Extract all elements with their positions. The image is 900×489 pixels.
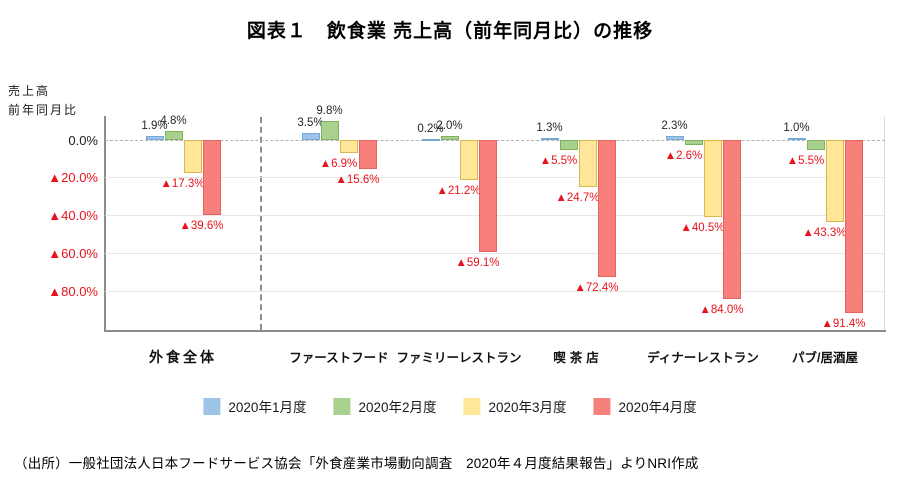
legend-swatch xyxy=(203,397,221,415)
x-axis-line xyxy=(104,330,886,332)
bar xyxy=(597,140,616,277)
legend-label: 2020年1月度 xyxy=(228,400,307,415)
bar xyxy=(684,140,703,145)
bar xyxy=(478,140,497,252)
bar xyxy=(301,133,320,140)
gridline xyxy=(105,252,885,254)
bar xyxy=(540,137,559,140)
legend-item: 2020年1月度 xyxy=(203,396,306,416)
legend-item: 2020年2月度 xyxy=(333,396,437,416)
y-tick-label: ▲60.0% xyxy=(48,245,98,261)
category-separator-line xyxy=(260,117,262,330)
bar xyxy=(421,138,440,141)
bar xyxy=(559,140,578,151)
bar-value-label: ▲2.6% xyxy=(664,149,703,162)
bar-value-label: ▲21.2% xyxy=(436,185,481,198)
bar-value-label: 2.0% xyxy=(436,120,463,133)
y-tick-label: 0.0% xyxy=(68,132,98,148)
bar-value-label: ▲59.1% xyxy=(455,256,500,269)
bar xyxy=(722,140,741,299)
plot-right-border xyxy=(884,117,885,330)
category-label: パブ/居酒屋 xyxy=(792,351,858,365)
legend-swatch xyxy=(333,397,351,415)
legend-label: 2020年3月度 xyxy=(488,400,567,415)
y-tick-label: ▲40.0% xyxy=(48,208,98,224)
legend-swatch xyxy=(593,397,611,415)
bar xyxy=(183,140,202,173)
legend-item: 2020年3月度 xyxy=(463,396,567,416)
bar-value-label: ▲5.5% xyxy=(539,155,578,168)
bar-value-label: 1.3% xyxy=(536,121,563,134)
bar xyxy=(459,140,478,181)
bar xyxy=(202,140,221,215)
y-axis-line xyxy=(104,116,106,331)
category-label: ファミリーレストラン xyxy=(396,351,522,365)
y-axis-unit-label: 売上高 前年同月比 xyxy=(8,82,78,120)
legend-label: 2020年4月度 xyxy=(618,400,697,415)
y-axis-unit-line2: 前年同月比 xyxy=(8,103,79,117)
category-label: ファーストフード xyxy=(289,351,389,365)
bar-value-label: ▲43.3% xyxy=(802,226,847,239)
source-caption: （出所）一般社団法人日本フードサービス協会「外食産業市場動向調査 2020年４月… xyxy=(14,456,699,471)
bar-value-label: 9.8% xyxy=(316,105,343,118)
gridline xyxy=(105,290,885,292)
bar-value-label: 1.9% xyxy=(141,120,168,133)
bar-value-label: ▲84.0% xyxy=(699,303,744,316)
bar-value-label: ▲6.9% xyxy=(319,158,358,171)
y-axis-unit-line1: 売上高 xyxy=(8,84,51,98)
bar xyxy=(703,140,722,217)
bar-value-label: ▲5.5% xyxy=(786,155,825,168)
category-label: ディナーレストラン xyxy=(647,351,759,365)
legend-item: 2020年4月度 xyxy=(593,396,697,416)
bar-value-label: 4.8% xyxy=(160,114,187,127)
bar xyxy=(844,140,863,313)
legend: 2020年1月度 2020年2月度 2020年3月度 2020年4月度 xyxy=(203,396,697,416)
bar xyxy=(825,140,844,222)
y-tick-label: ▲80.0% xyxy=(48,283,98,299)
bar-value-label: 0.2% xyxy=(417,122,444,135)
bar-value-label: ▲39.6% xyxy=(179,219,224,232)
bar xyxy=(320,121,339,140)
category-label: 外食全体 xyxy=(149,349,217,365)
bar-value-label: 2.3% xyxy=(661,119,688,132)
bar-value-label: 3.5% xyxy=(297,117,324,130)
legend-label: 2020年2月度 xyxy=(358,400,437,415)
bar-value-label: ▲91.4% xyxy=(821,317,866,330)
bar xyxy=(339,140,358,154)
bar-value-label: ▲17.3% xyxy=(160,177,205,190)
bar-value-label: ▲40.5% xyxy=(680,221,725,234)
bar xyxy=(145,136,164,140)
legend-swatch xyxy=(463,397,481,415)
bar-value-label: ▲24.7% xyxy=(555,191,600,204)
chart-title: 図表１ 飲食業 売上高（前年同月比）の推移 xyxy=(246,21,654,42)
bar xyxy=(665,135,684,140)
bar xyxy=(358,140,377,170)
bar xyxy=(164,130,183,140)
bar-value-label: ▲72.4% xyxy=(574,281,619,294)
bar-value-label: 1.0% xyxy=(783,122,810,135)
bar xyxy=(787,138,806,141)
y-tick-label: ▲20.0% xyxy=(48,170,98,186)
category-label: 喫茶店 xyxy=(553,351,603,365)
bar xyxy=(578,140,597,187)
bar-value-label: ▲15.6% xyxy=(335,174,380,187)
bar xyxy=(806,140,825,151)
bar xyxy=(440,136,459,140)
